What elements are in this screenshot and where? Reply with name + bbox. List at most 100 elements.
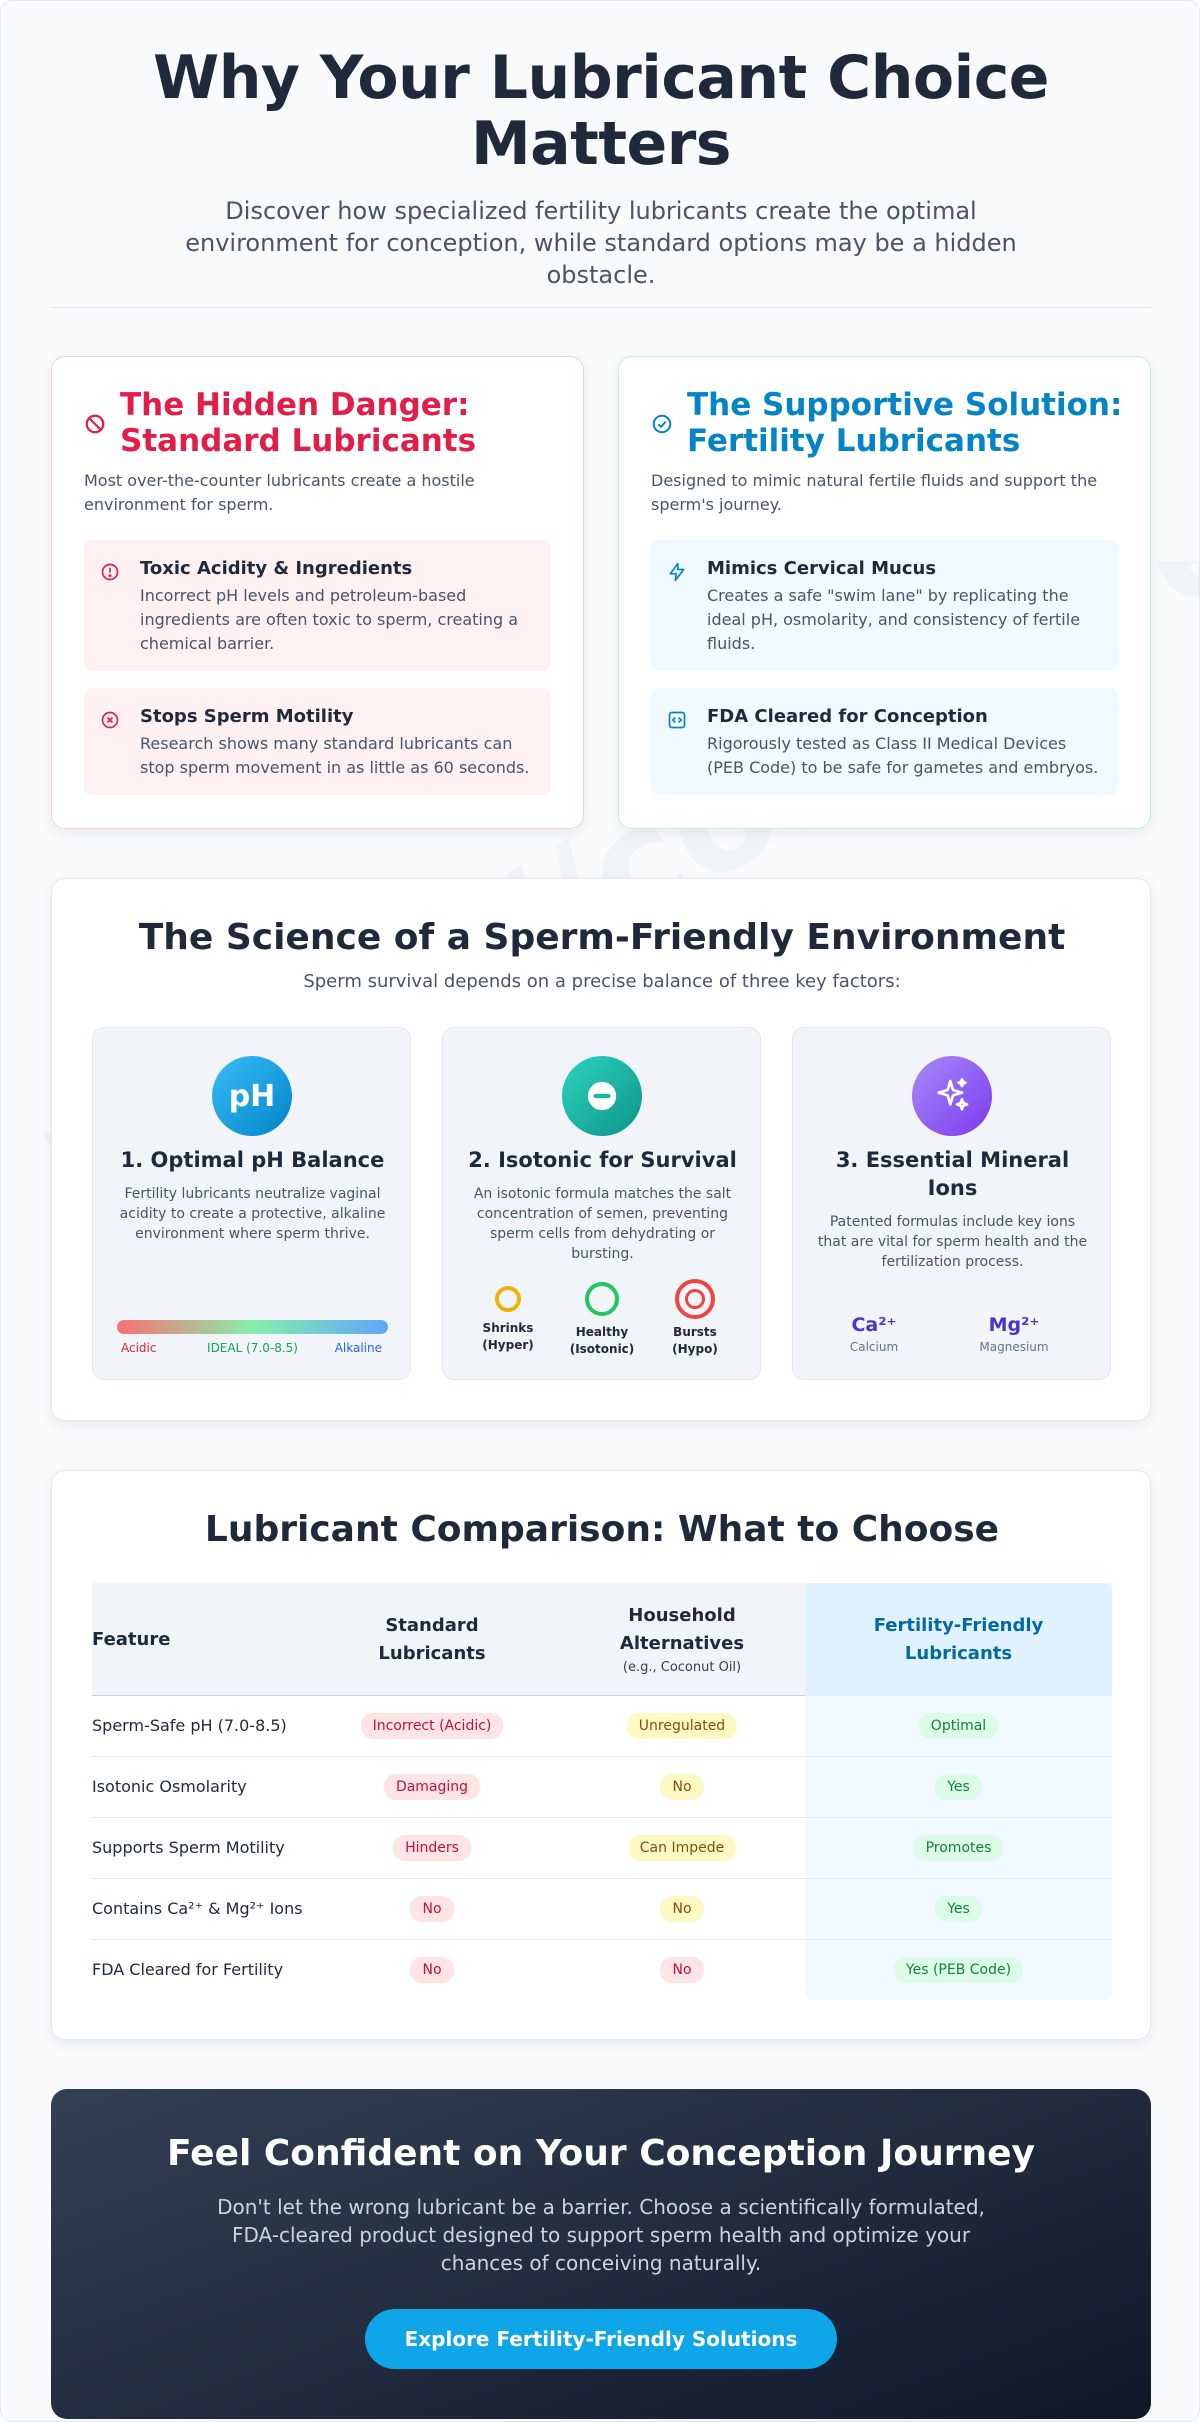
feature-title: FDA Cleared for Conception xyxy=(707,706,988,727)
science-subtitle: Sperm survival depends on a precise bala… xyxy=(303,971,901,992)
header-household-note: (e.g., Coconut Oil) xyxy=(622,1659,742,1675)
fertility-header-highlight xyxy=(805,1583,1112,1696)
osmolarity-hyper: Shrinks (Hyper) xyxy=(463,1278,553,1354)
factor-text: An isotonic formula matches the salt con… xyxy=(473,1186,732,1262)
healthy-cell-icon xyxy=(585,1282,619,1316)
ban-icon xyxy=(85,414,105,434)
fertility-badge: Yes xyxy=(935,1896,982,1922)
table-row: Isotonic Osmolarity Damaging No Yes xyxy=(92,1757,1112,1818)
feature-text: Creates a safe "swim lane" by replicatin… xyxy=(707,586,1081,653)
osmolarity-isotonic: Healthy (Isotonic) xyxy=(557,1278,647,1358)
standard-badge: Hinders xyxy=(393,1835,471,1861)
solution-item-fda: FDA Cleared for Conception Rigorously te… xyxy=(651,688,1118,795)
page-subtitle: Discover how specialized fertility lubri… xyxy=(185,197,1017,289)
feature-text: Incorrect pH levels and petroleum-based … xyxy=(140,586,519,653)
solution-title: The Supportive Solution: Fertility Lubri… xyxy=(687,387,1123,459)
alert-circle-icon xyxy=(101,563,119,581)
household-badge: Unregulated xyxy=(626,1713,738,1739)
factor-isotonic: 2. Isotonic for Survival An isotonic for… xyxy=(442,1027,761,1380)
ion-symbol: Ca²⁺ xyxy=(851,1314,897,1336)
science-title: The Science of a Sperm-Friendly Environm… xyxy=(138,917,1066,958)
x-circle-icon xyxy=(101,711,119,729)
header-divider xyxy=(51,307,1151,308)
danger-item-motility: Stops Sperm Motility Research shows many… xyxy=(84,688,551,795)
fertility-badge: Optimal xyxy=(918,1713,999,1739)
header: Why Your Lubricant Choice Matters Discov… xyxy=(51,45,1151,291)
danger-item-toxic: Toxic Acidity & Ingredients Incorrect pH… xyxy=(84,540,551,671)
row-feature: Supports Sperm Motility xyxy=(92,1838,285,1857)
check-circle-icon xyxy=(652,414,672,434)
ion-calcium: Ca²⁺ Calcium xyxy=(819,1314,929,1354)
standard-badge: Incorrect (Acidic) xyxy=(360,1713,504,1739)
ph-acidic-label: Acidic xyxy=(121,1341,157,1355)
science-section: The Science of a Sperm-Friendly Environm… xyxy=(51,878,1151,1421)
danger-description: Most over-the-counter lubricants create … xyxy=(84,471,475,514)
factor-title: 1. Optimal pH Balance xyxy=(120,1148,385,1172)
cta-text: Don't let the wrong lubricant be a barri… xyxy=(217,2195,985,2275)
table-row: Supports Sperm Motility Hinders Can Impe… xyxy=(92,1818,1112,1879)
row-feature: Contains Ca²⁺ & Mg²⁺ Ions xyxy=(92,1899,303,1918)
fertility-badge: Yes xyxy=(935,1774,982,1800)
ph-icon-label: pH xyxy=(228,1078,276,1114)
factor-text: Patented formulas include key ions that … xyxy=(817,1214,1088,1270)
solution-item-mucus: Mimics Cervical Mucus Creates a safe "sw… xyxy=(651,540,1118,671)
code-square-icon xyxy=(668,711,686,729)
row-feature: Sperm-Safe pH (7.0-8.5) xyxy=(92,1716,287,1735)
table-row: Contains Ca²⁺ & Mg²⁺ Ions No No Yes xyxy=(92,1879,1112,1940)
page-title: Why Your Lubricant Choice Matters xyxy=(153,43,1049,179)
feature-title: Stops Sperm Motility xyxy=(140,706,354,727)
osmolarity-label: Healthy (Isotonic) xyxy=(569,1325,635,1356)
factor-ions: 3. Essential Mineral Ions Patented formu… xyxy=(792,1027,1111,1380)
sparkles-icon xyxy=(912,1056,992,1136)
fertility-badge: Yes (PEB Code) xyxy=(893,1957,1024,1983)
household-badge: No xyxy=(660,1957,704,1983)
ion-magnesium: Mg²⁺ Magnesium xyxy=(959,1314,1069,1354)
osmolarity-label: Shrinks (Hyper) xyxy=(482,1321,534,1352)
factor-title: 3. Essential Mineral Ions xyxy=(835,1148,1070,1200)
table-row: FDA Cleared for Fertility No No Yes (PEB… xyxy=(92,1940,1112,2001)
header-feature: Feature xyxy=(92,1628,171,1650)
ion-symbol: Mg²⁺ xyxy=(988,1314,1040,1336)
cta-title: Feel Confident on Your Conception Journe… xyxy=(167,2133,1035,2174)
lightning-icon xyxy=(669,562,685,582)
ph-ideal-label: IDEAL (7.0-8.5) xyxy=(207,1341,298,1355)
ph-alkaline-label: Alkaline xyxy=(334,1341,382,1355)
standard-badge: No xyxy=(410,1957,454,1983)
factor-title: 2. Isotonic for Survival xyxy=(468,1148,737,1172)
explore-solutions-button[interactable]: Explore Fertility-Friendly Solutions xyxy=(365,2309,837,2369)
row-feature: Isotonic Osmolarity xyxy=(92,1777,247,1796)
shrunk-cell-icon xyxy=(495,1286,521,1312)
feature-text: Rigorously tested as Class II Medical De… xyxy=(707,734,1099,777)
minus-circle-icon xyxy=(562,1056,642,1136)
comparison-title: Lubricant Comparison: What to Choose xyxy=(204,1509,1000,1550)
solution-card: The Supportive Solution: Fertility Lubri… xyxy=(618,356,1151,829)
standard-badge: Damaging xyxy=(383,1774,481,1800)
feature-title: Toxic Acidity & Ingredients xyxy=(140,558,413,579)
feature-text: Research shows many standard lubricants … xyxy=(140,734,530,777)
burst-cell-icon xyxy=(675,1279,715,1319)
ph-icon: pH xyxy=(212,1056,292,1136)
cta-section: Feel Confident on Your Conception Journe… xyxy=(51,2089,1151,2419)
header-household: Household Alternatives (e.g., Coconut Oi… xyxy=(572,1583,792,1696)
danger-title: The Hidden Danger: Standard Lubricants xyxy=(120,387,477,459)
row-feature: FDA Cleared for Fertility xyxy=(92,1960,284,1979)
ph-scale-bar xyxy=(117,1320,388,1334)
factor-text: Fertility lubricants neutralize vaginal … xyxy=(119,1186,386,1242)
feature-title: Mimics Cervical Mucus xyxy=(707,558,937,579)
header-fertility: Fertility-Friendly Lubricants xyxy=(873,1614,1044,1664)
osmolarity-label: Bursts (Hypo) xyxy=(672,1325,718,1356)
fertility-badge: Promotes xyxy=(913,1835,1004,1861)
table-row: Sperm-Safe pH (7.0-8.5) Incorrect (Acidi… xyxy=(92,1696,1112,1757)
household-badge: Can Impede xyxy=(627,1835,737,1861)
solution-description: Designed to mimic natural fertile fluids… xyxy=(651,471,1098,514)
standard-badge: No xyxy=(410,1896,454,1922)
ion-name: Calcium xyxy=(849,1340,899,1354)
comparison-section: Lubricant Comparison: What to Choose Fea… xyxy=(51,1470,1151,2040)
ion-name: Magnesium xyxy=(979,1340,1049,1354)
osmolarity-hypo: Bursts (Hypo) xyxy=(650,1278,740,1358)
household-badge: No xyxy=(660,1774,704,1800)
household-badge: No xyxy=(660,1896,704,1922)
danger-card: The Hidden Danger: Standard Lubricants M… xyxy=(51,356,584,829)
header-standard: Standard Lubricants xyxy=(378,1614,486,1664)
